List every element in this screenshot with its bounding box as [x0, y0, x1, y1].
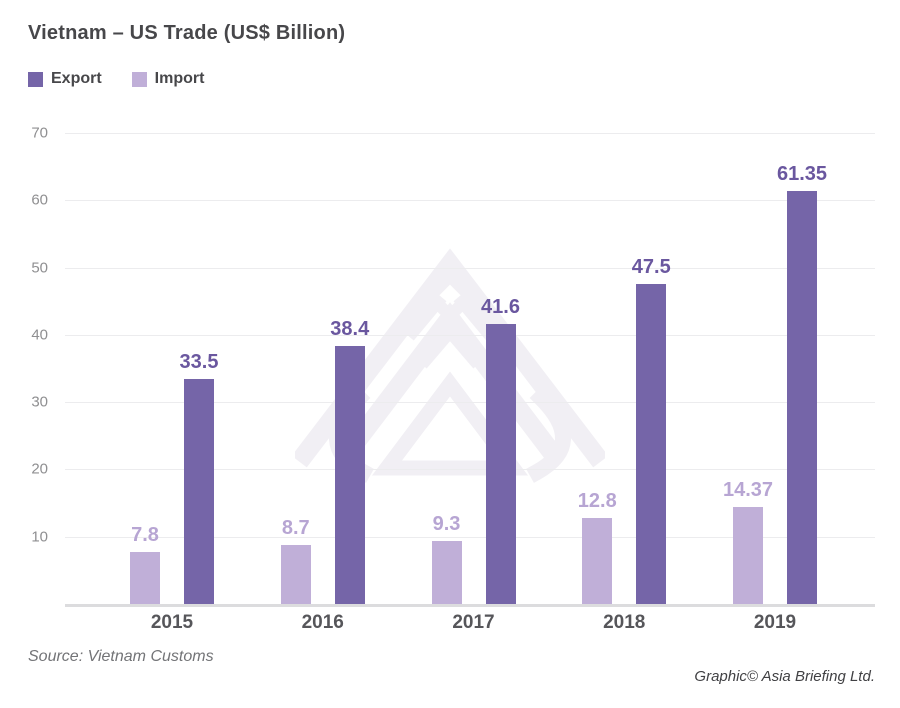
import-bar-2018	[582, 517, 613, 604]
export-bar-2017	[485, 324, 516, 604]
legend-label-export: Export	[51, 70, 102, 87]
import-bar-2016	[280, 545, 311, 604]
x-axis-line	[65, 604, 875, 607]
y-axis-tick-60: 60	[31, 191, 48, 209]
export-value-label-2018: 47.5	[631, 256, 671, 279]
import-value-label-2019: 14.37	[722, 479, 774, 502]
chart-legend: Export Import	[28, 70, 234, 88]
export-value-label-2017: 41.6	[481, 296, 520, 319]
gridline-10	[65, 536, 875, 538]
export-value-label-2019: 61.35	[776, 163, 828, 186]
gridline-50	[65, 267, 875, 269]
gridline-60	[65, 200, 875, 202]
legend-item-import: Import	[131, 70, 205, 88]
chart-title: Vietnam – US Trade (US$ Billion)	[28, 22, 346, 44]
legend-item-export: Export	[28, 70, 102, 88]
y-axis-tick-70: 70	[31, 124, 48, 142]
export-bar-2016	[334, 345, 365, 604]
x-axis-label-2016: 2016	[301, 612, 344, 633]
gridline-20	[65, 469, 875, 471]
legend-label-import: Import	[154, 70, 205, 87]
y-axis-tick-10: 10	[31, 528, 48, 546]
export-bar-2018	[636, 284, 667, 604]
source-note: Source: Vietnam Customs	[28, 648, 214, 665]
x-axis-label-2017: 2017	[452, 612, 495, 633]
x-axis-label-2019: 2019	[753, 612, 797, 633]
graphic-credit: Graphic© Asia Briefing Ltd.	[694, 668, 875, 685]
import-value-label-2015: 7.8	[131, 523, 159, 546]
gridline-30	[65, 402, 875, 404]
import-value-label-2018: 12.8	[577, 489, 617, 512]
y-axis-tick-30: 30	[31, 393, 48, 411]
export-value-label-2016: 38.4	[330, 317, 370, 340]
import-legend-swatch-icon	[131, 71, 147, 87]
export-value-label-2015: 33.5	[179, 350, 219, 373]
export-bar-2019	[787, 191, 817, 604]
import-bar-2017	[431, 541, 462, 604]
import-value-label-2016: 8.7	[281, 517, 310, 540]
import-bar-2015	[130, 551, 160, 604]
y-axis-tick-40: 40	[31, 326, 48, 344]
export-legend-swatch-icon	[28, 71, 43, 87]
gridline-70	[65, 133, 875, 134]
y-axis-tick-20: 20	[31, 460, 48, 478]
import-bar-2019	[733, 507, 763, 604]
gridline-40	[65, 334, 875, 336]
import-value-label-2017: 9.3	[432, 513, 461, 536]
x-axis-label-2015: 2015	[150, 612, 194, 633]
x-axis-label-2018: 2018	[603, 612, 646, 633]
export-bar-2015	[184, 378, 214, 604]
y-axis-tick-50: 50	[31, 259, 48, 277]
